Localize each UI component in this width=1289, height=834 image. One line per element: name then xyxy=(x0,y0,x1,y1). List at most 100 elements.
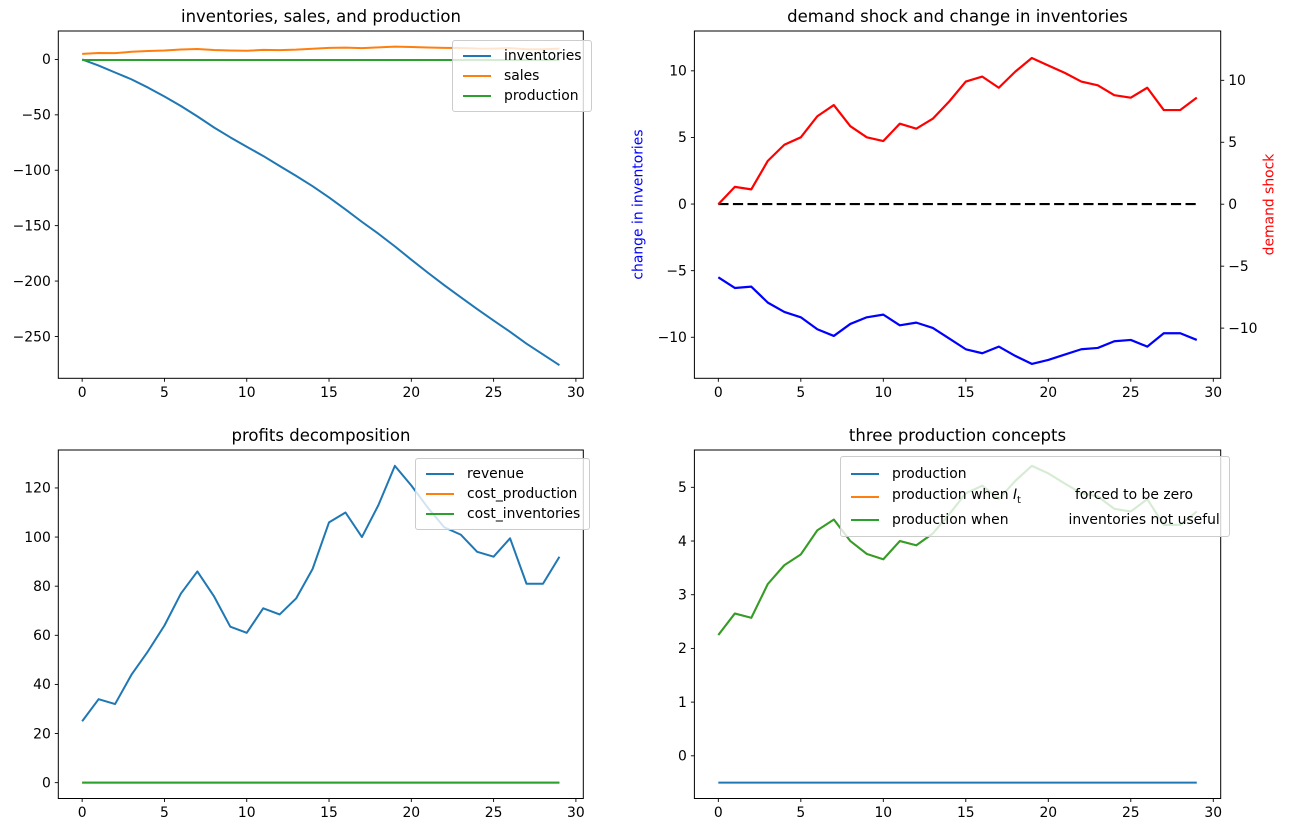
legend-label: inventories xyxy=(504,48,582,64)
inventories-line xyxy=(81,58,560,367)
y-tick-label: 4 xyxy=(678,534,687,550)
y-tick-label: 0 xyxy=(42,775,51,791)
revenue-line xyxy=(81,464,561,722)
y-tick-label: −10 xyxy=(658,330,687,346)
x-tick-label: 0 xyxy=(714,805,723,821)
x-tick-label: 30 xyxy=(567,385,585,401)
y-tick-label: −5 xyxy=(666,263,686,279)
y-tick-label: −150 xyxy=(13,218,51,234)
y-tick-label: −250 xyxy=(13,329,51,345)
y-tick-label: −50 xyxy=(21,108,50,124)
y-tick-label: 1 xyxy=(678,695,687,711)
legend-line-swatch xyxy=(426,473,454,475)
y-tick-label: −200 xyxy=(13,274,51,290)
legend-label: production xyxy=(504,88,579,104)
y-tick-label: 3 xyxy=(678,588,687,604)
legend-label: production when It forced to be zero xyxy=(892,487,1194,506)
chart-title-three-production-concepts: three production concepts xyxy=(848,426,1067,445)
axes-spines xyxy=(57,30,584,379)
y-tick-label: −10 xyxy=(1228,321,1257,337)
x-tick-label: 15 xyxy=(957,385,975,401)
x-tick-label: 30 xyxy=(1204,805,1222,821)
legend-inventories-sales-production: inventories sales production xyxy=(452,40,592,112)
legend-line-swatch xyxy=(463,95,491,97)
x-tick-label: 10 xyxy=(874,805,892,821)
x-tick-label: 10 xyxy=(238,805,256,821)
y-tick-label: 5 xyxy=(1228,135,1237,151)
legend-line-swatch xyxy=(463,75,491,77)
legend-entry: cost_inventories xyxy=(423,504,580,524)
legend-line-swatch xyxy=(851,518,879,521)
y-axis-label-demand-shock: demand shock xyxy=(1261,153,1278,256)
x-tick-label: 15 xyxy=(320,385,338,401)
y-tick-label: 5 xyxy=(678,480,687,496)
y-tick-label: 100 xyxy=(24,530,51,546)
inventories-sales-production-plot: 0 5 10 15 20 25 30 0 −50 −100 −150 −200 −250 xyxy=(13,30,585,401)
x-tick-label: 15 xyxy=(320,805,338,821)
legend-entry: inventories xyxy=(460,46,582,66)
y-axis-label-change-in-inventories: change in inventories xyxy=(630,129,647,280)
x-tick-label: 5 xyxy=(160,805,169,821)
y-tick-label: 0 xyxy=(678,749,687,765)
y-tick-label: 10 xyxy=(669,64,687,80)
legend-line-swatch xyxy=(851,472,879,475)
legend-three-production-concepts: production production when It forced to be… xyxy=(840,456,1230,537)
x-tick-label: 0 xyxy=(78,385,87,401)
legend-label: sales xyxy=(504,68,540,84)
y-tick-label: 10 xyxy=(1228,73,1246,89)
x-tick-label: 0 xyxy=(714,385,723,401)
demand-shock-and-change-in-inventories-plot: 0 5 10 15 20 25 30 10 5 0 −5 −10 10 5 0 −5 −10 xyxy=(658,30,1258,401)
axes-spines xyxy=(57,449,584,799)
y-tick-label: 120 xyxy=(24,481,51,497)
y-tick-label: −100 xyxy=(13,163,51,179)
x-tick-label: 25 xyxy=(485,385,503,401)
legend-line-swatch xyxy=(426,493,454,495)
y-tick-label: 0 xyxy=(678,197,687,213)
legend-entry: cost_production xyxy=(423,484,580,504)
x-tick-label: 15 xyxy=(957,805,975,821)
legend-entry: production when It forced to be zero xyxy=(848,485,1220,508)
x-tick-label: 5 xyxy=(796,805,805,821)
chart-title-profits-decomposition: profits decomposition xyxy=(231,426,411,445)
chart-title-demand-shock: demand shock and change in inventories xyxy=(787,7,1128,26)
legend-profits-decomposition: revenue cost_production cost_inventories xyxy=(415,458,591,530)
legend-entry: production xyxy=(848,462,1220,485)
legend-entry: sales xyxy=(460,66,582,86)
legend-label: production when inventories not useful xyxy=(892,511,1220,528)
change-in-inventories-line xyxy=(717,276,1198,366)
legend-line-swatch xyxy=(426,513,454,515)
legend-line-swatch xyxy=(463,55,491,57)
x-tick-label: 10 xyxy=(238,385,256,401)
x-tick-label: 30 xyxy=(567,805,585,821)
legend-label-spacer xyxy=(1009,523,1069,524)
legend-label: cost_production xyxy=(467,486,578,502)
legend-line-swatch xyxy=(851,495,879,498)
legend-label: production xyxy=(892,465,967,482)
legend-label: revenue xyxy=(467,466,524,482)
y-tick-label: 40 xyxy=(33,677,51,693)
x-tick-label: 30 xyxy=(1204,385,1222,401)
x-tick-label: 20 xyxy=(402,805,420,821)
y-tick-label: 60 xyxy=(33,628,51,644)
axes-spines xyxy=(693,449,1222,799)
x-tick-label: 5 xyxy=(160,385,169,401)
y-tick-label: 20 xyxy=(33,726,51,742)
demand-shock-line xyxy=(717,56,1198,205)
legend-label: cost_inventories xyxy=(467,506,581,522)
legend-entry: production xyxy=(460,86,582,106)
legend-entry: revenue xyxy=(423,464,580,484)
y-tick-label: 0 xyxy=(42,52,51,68)
y-tick-label: −5 xyxy=(1228,259,1248,275)
chart-title-inventories-sales-production: inventories, sales, and production xyxy=(180,7,461,26)
legend-entry: production when inventories not useful xyxy=(848,508,1220,531)
x-tick-label: 20 xyxy=(1039,805,1057,821)
x-tick-label: 20 xyxy=(402,385,420,401)
y-tick-label: 0 xyxy=(1228,197,1237,213)
legend-label-spacer xyxy=(1021,498,1075,499)
y-tick-label: 5 xyxy=(678,130,687,146)
x-tick-label: 25 xyxy=(1122,385,1140,401)
x-tick-label: 25 xyxy=(485,805,503,821)
y-tick-label: 80 xyxy=(33,579,51,595)
